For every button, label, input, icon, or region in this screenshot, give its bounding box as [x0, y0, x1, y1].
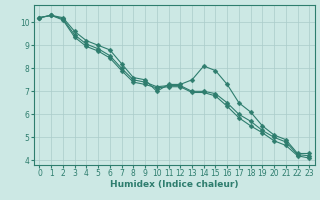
X-axis label: Humidex (Indice chaleur): Humidex (Indice chaleur) — [110, 180, 239, 189]
